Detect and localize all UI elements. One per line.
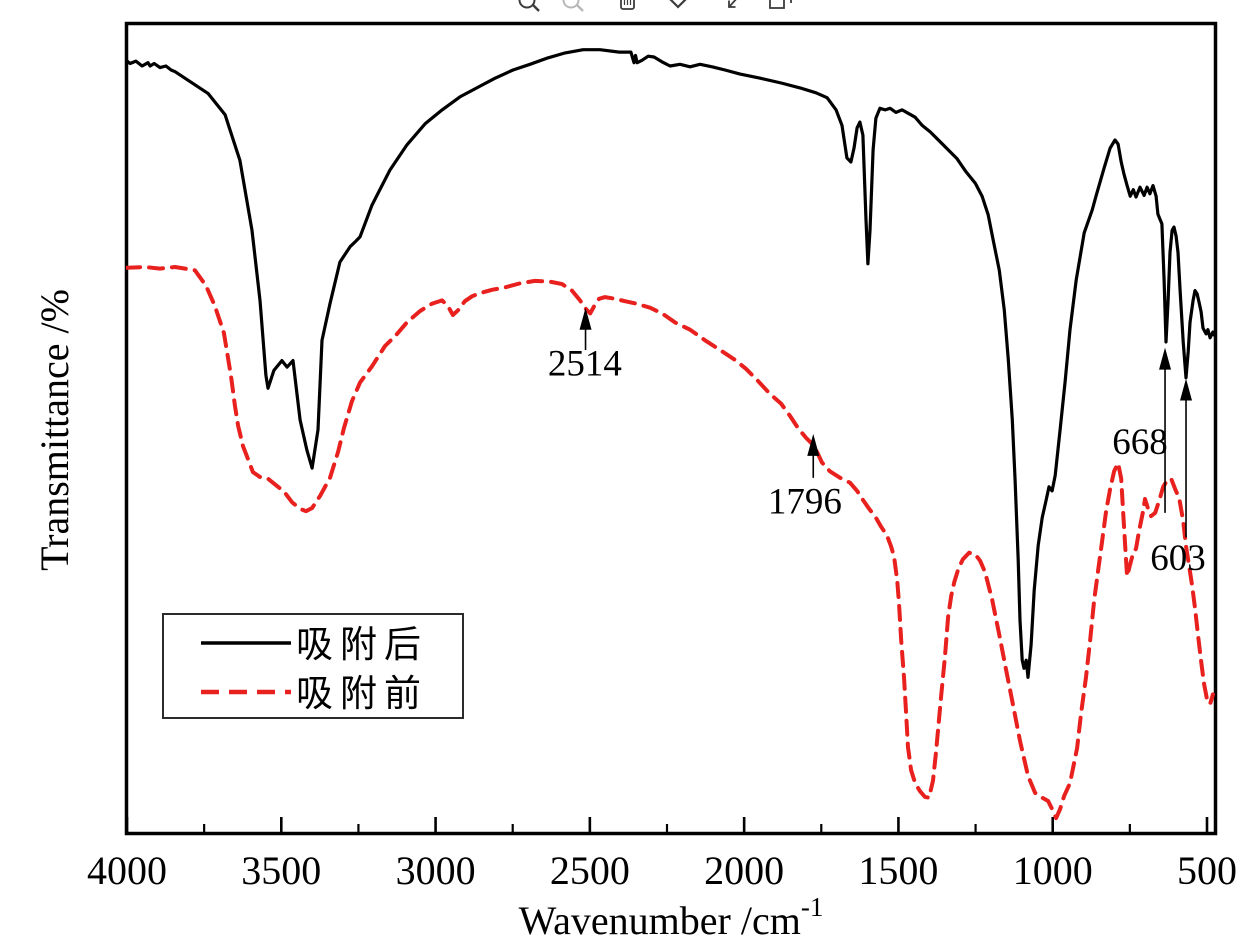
x-tick-label: 3500 [241, 848, 321, 893]
legend-box [162, 613, 464, 719]
annotation-label: 1796 [768, 482, 842, 523]
annotation-arrow-head [579, 307, 592, 330]
delete-icon[interactable] [620, 0, 635, 10]
x-axis-title: Wavenumber /cm-1 [519, 892, 824, 943]
series-line-before-adsorption [126, 265, 1215, 821]
annotation-label: 2514 [548, 343, 622, 384]
annotation-label: 668 [1112, 422, 1168, 463]
chevron-down-icon[interactable] [669, 0, 687, 9]
y-axis-title: Transmittance /% [32, 289, 77, 571]
x-tick-label: 1000 [1013, 848, 1093, 893]
annotation-label: 603 [1150, 538, 1206, 579]
zoom-out-icon[interactable] [562, 0, 584, 12]
x-tick-label: 500 [1177, 848, 1237, 893]
resize-arrow-icon[interactable] [728, 0, 739, 8]
series-line-after-adsorption [126, 48, 1216, 679]
x-tick-label: 2500 [550, 848, 630, 893]
legend-label-before: 吸附前 [296, 673, 428, 715]
annotation-arrow-head [1180, 378, 1193, 401]
zoom-in-icon[interactable] [518, 0, 540, 12]
legend-label-after: 吸附后 [296, 624, 428, 666]
x-tick-label: 2000 [704, 848, 784, 893]
x-tick-label: 1500 [858, 848, 938, 893]
annotation-arrow-head [1159, 347, 1172, 370]
x-tick-label: 4000 [87, 848, 167, 893]
annotation-arrow-head [807, 433, 820, 456]
plot-border [124, 21, 1218, 836]
top-toolbar [518, 0, 795, 12]
x-tick-label: 3000 [396, 848, 476, 893]
crop-icon[interactable] [769, 0, 795, 9]
